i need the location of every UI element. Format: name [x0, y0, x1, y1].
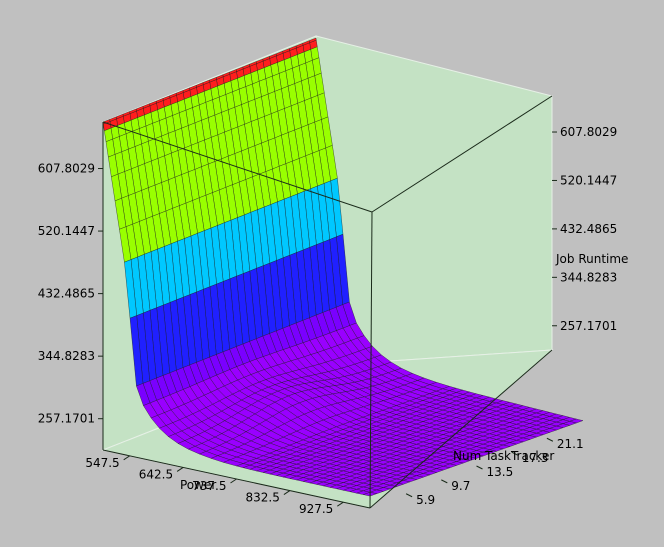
x-tick-mark	[283, 490, 291, 496]
z-tick-label-right: 344.8283	[560, 270, 617, 284]
z-tick-label-left: 344.8283	[38, 349, 95, 363]
axis-titles: Power Num TaskTracker Job Runtime	[180, 252, 628, 492]
runtime-surface	[102, 37, 584, 497]
z-tick-label-left: 432.4865	[38, 287, 95, 301]
y-tick-mark	[476, 465, 483, 470]
z-tick-label-right: 520.1447	[560, 173, 617, 187]
y-tick-mark	[511, 451, 518, 456]
y-tick-mark	[405, 493, 413, 498]
x-tick-mark	[337, 501, 344, 507]
x-tick-label: 927.5	[299, 502, 333, 516]
box-edge	[369, 211, 373, 509]
x-axis-title: Power	[180, 478, 216, 492]
y-tick-label: 13.5	[487, 465, 514, 479]
x-tick-mark	[230, 478, 237, 484]
box-edge	[369, 349, 553, 509]
z-tick-label-right: 432.4865	[560, 222, 617, 236]
x-tick-label: 737.5	[192, 479, 226, 493]
x-tick-label: 547.5	[85, 456, 119, 470]
z-tick-label-right: 607.8029	[560, 125, 617, 139]
z-tick-label-left: 607.8029	[38, 162, 95, 176]
z-tick-label-left: 520.1447	[38, 224, 95, 238]
y-tick-label: 21.1	[557, 437, 584, 451]
x-tick-mark	[176, 466, 184, 472]
plot-box-front	[102, 95, 553, 509]
x-tick-mark	[123, 455, 130, 461]
x-tick-label: 832.5	[246, 491, 280, 505]
y-axis-title: Num TaskTracker	[453, 449, 554, 463]
y-tick-mark	[546, 437, 554, 442]
box-edge	[102, 121, 373, 213]
box-edge	[371, 95, 553, 213]
x-tick-label: 642.5	[139, 467, 173, 481]
y-tick-label: 5.9	[416, 493, 435, 507]
y-tick-label: 17.3	[522, 451, 549, 465]
axis-ticks: 547.5 642.5 737.5 832.5 927.5 5.9 9.7 13.5 17.3 2…	[38, 125, 618, 516]
z-tick-label-left: 257.1701	[38, 412, 95, 426]
y-tick-mark	[441, 479, 448, 484]
z-tick-label-right: 257.1701	[560, 319, 617, 333]
z-axis-title: Job Runtime	[555, 252, 628, 266]
y-tick-label: 9.7	[451, 479, 470, 493]
